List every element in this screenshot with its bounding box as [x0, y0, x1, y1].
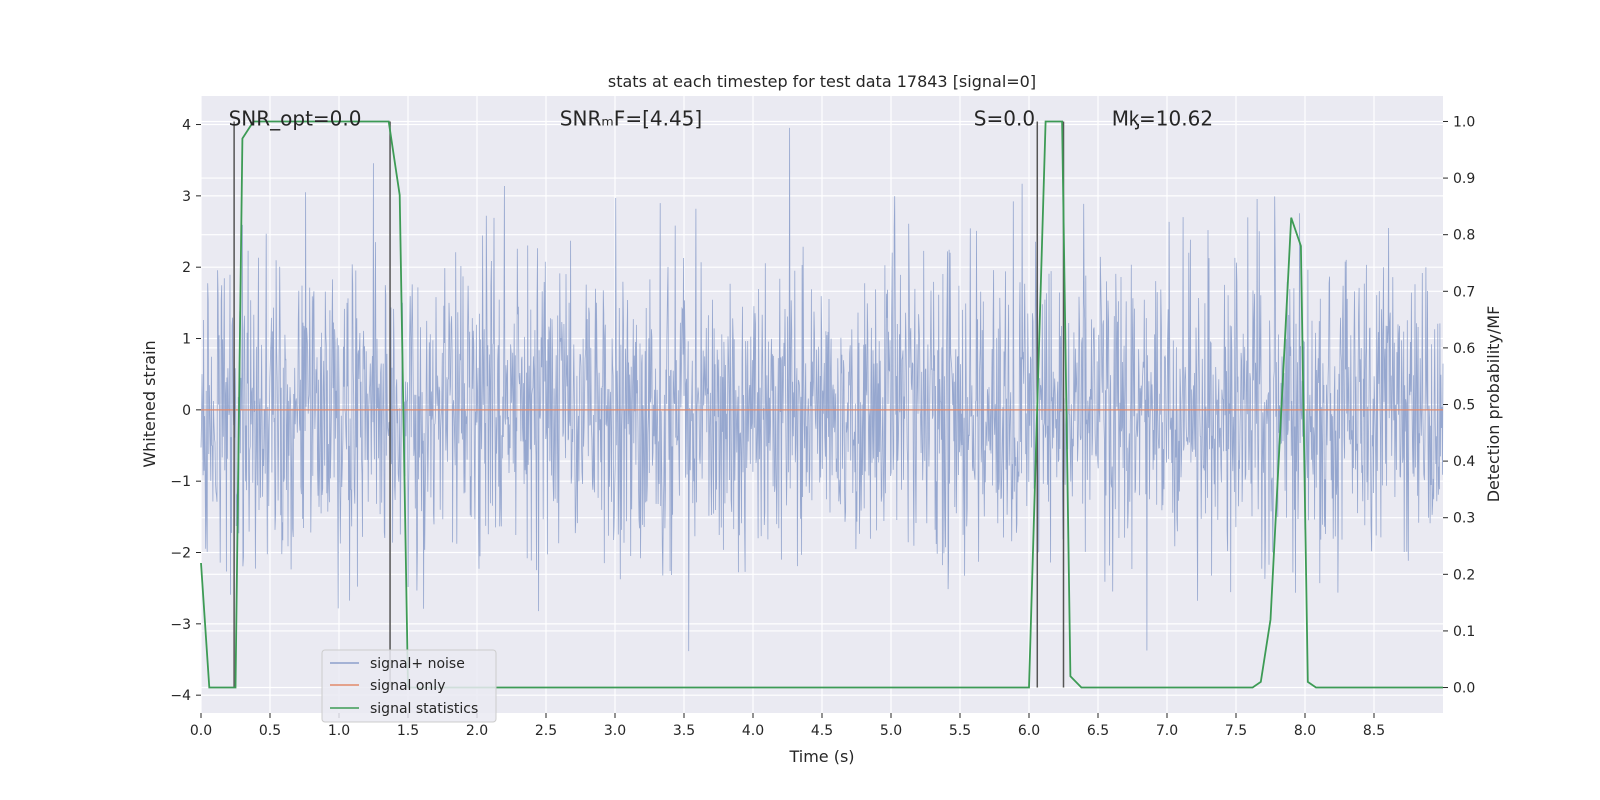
y-tick-label: 4	[182, 118, 191, 134]
y2-tick-label: 0.4	[1453, 454, 1475, 470]
y-tick-label: 3	[182, 189, 191, 205]
x-tick-label: 6.0	[1018, 723, 1040, 739]
x-tick-label: 8.5	[1363, 723, 1385, 739]
y2-tick-label: 0.1	[1453, 624, 1475, 640]
y-axis-right-label: Detection probability/MF	[1484, 306, 1503, 503]
y-tick-label: 0	[182, 403, 191, 419]
x-tick-label: 7.5	[1225, 723, 1247, 739]
y-tick-label: −4	[170, 688, 191, 704]
y-axis-left: 4 3 2 1 0 −1 −2 −3 −4	[170, 118, 201, 704]
x-tick-label: 2.0	[466, 723, 488, 739]
x-axis-label: Time (s)	[788, 747, 854, 766]
chart-title: stats at each timestep for test data 178…	[608, 72, 1036, 91]
x-axis: 0.0 0.5 1.0 1.5 2.0 2.5 3.0 3.5 4.0 4.5 5.0 5.5 6.0 6…	[190, 713, 1385, 739]
annotations: SNR_opt=0.0 SNRₘF=[4.45] S=0.0 Mᶄ=10.62	[229, 107, 1213, 131]
signal-noise-line	[200, 127, 1444, 652]
y2-tick-label: 0.3	[1453, 511, 1475, 527]
x-tick-label: 0.5	[259, 723, 281, 739]
legend-label-signal-statistics: signal statistics	[370, 701, 478, 717]
annotation-text: S=0.0	[974, 107, 1035, 131]
y-tick-label: −2	[170, 546, 191, 562]
x-tick-label: 7.0	[1156, 723, 1178, 739]
y-tick-label: −1	[170, 474, 191, 490]
legend-frame	[321, 649, 497, 723]
x-tick-label: 4.5	[811, 723, 833, 739]
y2-tick-label: 0.8	[1453, 228, 1475, 244]
x-tick-label: 5.5	[949, 723, 971, 739]
annotation-text: Mᶄ=10.62	[1112, 107, 1213, 131]
y2-tick-label: 1.0	[1453, 114, 1475, 130]
y-axis-label: Whitened strain	[140, 340, 159, 467]
x-tick-label: 3.0	[604, 723, 626, 739]
legend-label-signal-only: signal only	[370, 678, 445, 694]
x-tick-label: 5.0	[880, 723, 902, 739]
y2-tick-label: 0.2	[1453, 567, 1475, 583]
y-tick-label: 2	[182, 260, 191, 276]
annotation-text: SNRₘF=[4.45]	[560, 107, 702, 131]
legend: signal+ noise signal only signal statist…	[321, 649, 497, 723]
x-tick-label: 1.0	[328, 723, 350, 739]
x-tick-label: 3.5	[673, 723, 695, 739]
y-axis-right: 1.0 0.9 0.8 0.7 0.6 0.5 0.4 0.3 0.2 0.1 0.0	[1443, 114, 1475, 697]
x-tick-label: 2.5	[535, 723, 557, 739]
x-tick-label: 8.0	[1294, 723, 1316, 739]
y2-tick-label: 0.5	[1453, 398, 1475, 414]
x-tick-label: 4.0	[742, 723, 764, 739]
annotation-text: SNR_opt=0.0	[229, 107, 362, 131]
y2-tick-label: 0.0	[1453, 681, 1475, 697]
legend-label-signal-noise: signal+ noise	[370, 656, 465, 672]
y2-tick-label: 0.6	[1453, 341, 1475, 357]
x-tick-label: 1.5	[397, 723, 419, 739]
y2-tick-label: 0.7	[1453, 284, 1475, 300]
y-tick-label: 1	[182, 332, 191, 348]
y-tick-label: −3	[170, 617, 191, 633]
x-tick-label: 0.0	[190, 723, 212, 739]
series-layer	[200, 120, 1444, 689]
y2-tick-label: 0.9	[1453, 171, 1475, 187]
signal-statistics-line	[200, 120, 1443, 689]
x-tick-label: 6.5	[1087, 723, 1109, 739]
